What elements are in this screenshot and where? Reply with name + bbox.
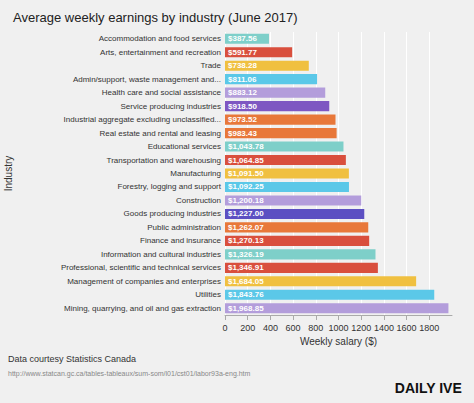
svg-text:$1,227.00: $1,227.00 (228, 209, 264, 218)
svg-text:1400: 1400 (374, 323, 394, 333)
svg-text:$1,092.25: $1,092.25 (228, 182, 264, 191)
svg-text:$1,346.91: $1,346.91 (228, 263, 264, 272)
svg-text:Average weekly earnings by ind: Average weekly earnings by industry (Jun… (13, 10, 297, 25)
svg-text:http://www.statcan.gc.ca/table: http://www.statcan.gc.ca/tables-tableaux… (8, 370, 251, 378)
svg-text:$1,326.19: $1,326.19 (228, 250, 264, 259)
svg-text:$387.56: $387.56 (228, 34, 257, 43)
svg-text:1600: 1600 (397, 323, 417, 333)
svg-text:Industrial aggregate excluding: Industrial aggregate excluding unclassif… (64, 115, 221, 124)
svg-text:$1,262.07: $1,262.07 (228, 223, 264, 232)
svg-text:Arts, entertainment and recrea: Arts, entertainment and recreation (100, 48, 221, 57)
svg-text:Forestry, logging and support: Forestry, logging and support (118, 182, 222, 191)
svg-text:$811.06: $811.06 (228, 75, 257, 84)
svg-text:800: 800 (308, 323, 323, 333)
svg-text:$918.50: $918.50 (228, 102, 257, 111)
svg-text:$1,200.18: $1,200.18 (228, 196, 264, 205)
svg-text:Trade: Trade (200, 61, 221, 70)
svg-text:Industry: Industry (3, 156, 14, 192)
svg-text:$973.52: $973.52 (228, 115, 257, 124)
svg-text:1000: 1000 (328, 323, 348, 333)
svg-text:$1,043.78: $1,043.78 (228, 142, 264, 151)
svg-text:$983.43: $983.43 (228, 129, 257, 138)
svg-text:Mining, quarrying, and oil and: Mining, quarrying, and oil and gas extra… (64, 304, 221, 313)
svg-text:$1,091.50: $1,091.50 (228, 169, 264, 178)
svg-text:Health care and social assista: Health care and social assistance (102, 88, 222, 97)
svg-text:Construction: Construction (176, 196, 221, 205)
svg-text:Data courtesy Statistics Canad: Data courtesy Statistics Canada (8, 354, 136, 364)
svg-text:Professional, scientific and t: Professional, scientific and technical s… (61, 263, 221, 272)
svg-text:$1,968.85: $1,968.85 (228, 304, 264, 313)
svg-text:Goods producing industries: Goods producing industries (124, 209, 221, 218)
svg-text:200: 200 (240, 323, 255, 333)
svg-text:Finance and insurance: Finance and insurance (140, 236, 221, 245)
svg-text:0: 0 (222, 323, 227, 333)
svg-text:600: 600 (286, 323, 301, 333)
svg-text:400: 400 (263, 323, 278, 333)
svg-text:$1,064.85: $1,064.85 (228, 156, 264, 165)
svg-text:Manufacturing: Manufacturing (170, 169, 221, 178)
svg-text:Information and cultural indus: Information and cultural industries (101, 250, 221, 259)
svg-text:1200: 1200 (351, 323, 371, 333)
svg-text:Accommodation and food service: Accommodation and food services (99, 34, 221, 43)
svg-text:$883.12: $883.12 (228, 88, 257, 97)
svg-text:DAILY IVE: DAILY IVE (395, 380, 462, 396)
svg-text:Public administration: Public administration (147, 223, 221, 232)
svg-text:$1,843.76: $1,843.76 (228, 290, 264, 299)
svg-text:Utilities: Utilities (195, 290, 221, 299)
svg-text:$1,270.13: $1,270.13 (228, 236, 264, 245)
svg-text:1800: 1800 (419, 323, 439, 333)
svg-text:Admin/support, waste managemen: Admin/support, waste management and... (73, 75, 221, 84)
svg-text:Management of companies and en: Management of companies and enterprises (67, 277, 221, 286)
svg-text:Weekly salary ($): Weekly salary ($) (300, 336, 377, 347)
svg-text:Educational services: Educational services (148, 142, 221, 151)
svg-text:$738.28: $738.28 (228, 61, 257, 70)
svg-text:$1,684.05: $1,684.05 (228, 277, 264, 286)
svg-text:Real estate and rental and lea: Real estate and rental and leasing (100, 129, 221, 138)
svg-text:$591.77: $591.77 (228, 48, 257, 57)
svg-text:Service producing industries: Service producing industries (121, 102, 222, 111)
svg-text:Transportation and warehousing: Transportation and warehousing (107, 156, 221, 165)
